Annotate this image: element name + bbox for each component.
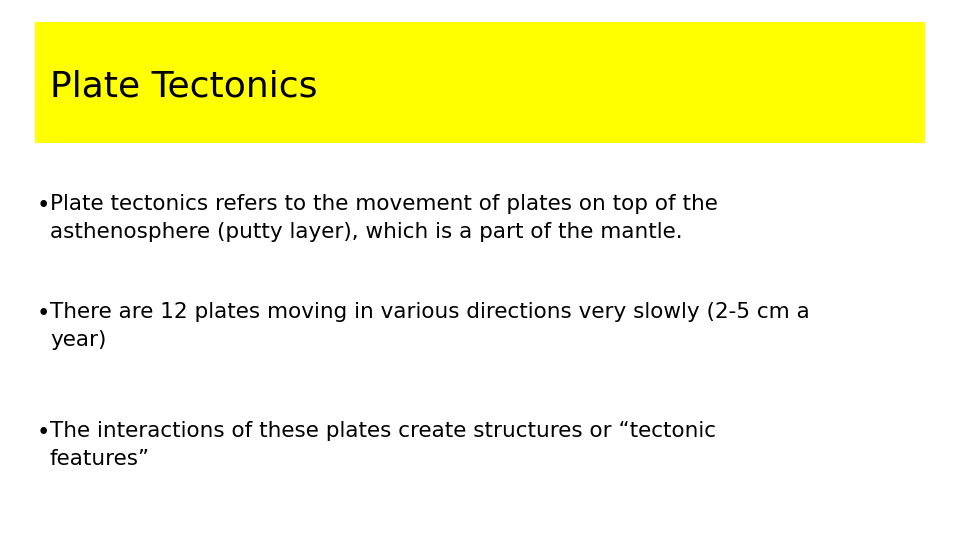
Text: •: • bbox=[36, 194, 50, 218]
FancyBboxPatch shape bbox=[35, 22, 925, 143]
Text: •: • bbox=[36, 302, 50, 326]
Text: The interactions of these plates create structures or “tectonic
features”: The interactions of these plates create … bbox=[50, 421, 716, 469]
Text: Plate tectonics refers to the movement of plates on top of the
asthenosphere (pu: Plate tectonics refers to the movement o… bbox=[50, 194, 718, 242]
Text: Plate Tectonics: Plate Tectonics bbox=[50, 70, 318, 103]
Text: There are 12 plates moving in various directions very slowly (2-5 cm a
year): There are 12 plates moving in various di… bbox=[50, 302, 809, 350]
Text: •: • bbox=[36, 421, 50, 444]
